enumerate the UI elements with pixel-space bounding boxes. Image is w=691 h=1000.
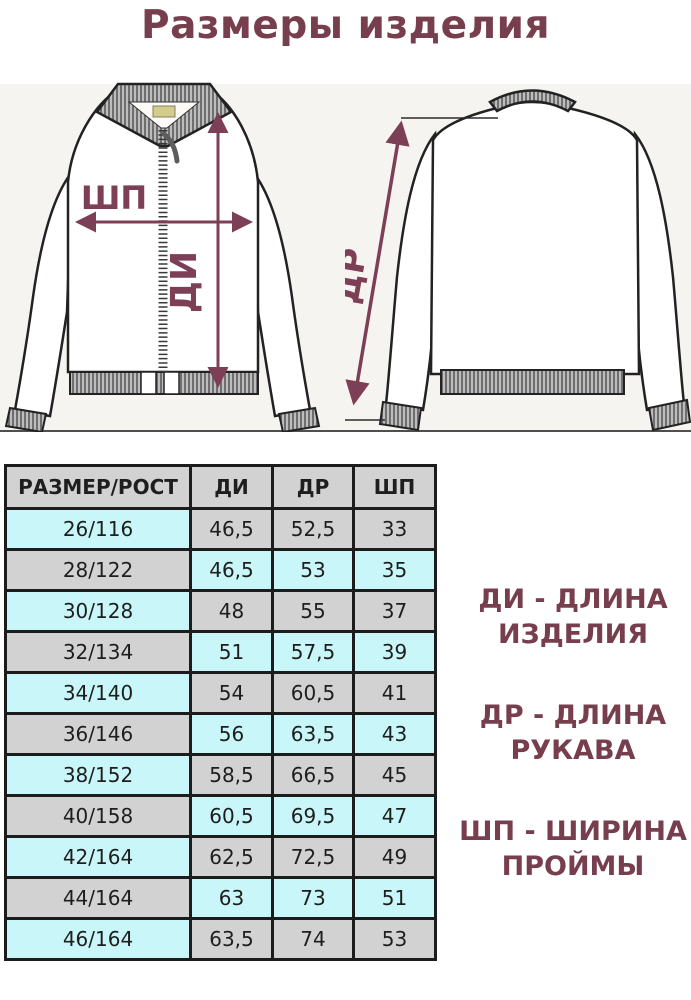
front-left-cuff <box>4 406 48 432</box>
table-row: 30/128 48 55 37 <box>4 589 437 633</box>
size-cell: 42/164 <box>4 835 192 879</box>
shp-value-cell: 41 <box>352 671 437 715</box>
back-body <box>429 100 641 376</box>
size-cell: 46/164 <box>4 917 192 961</box>
front-left-sleeve <box>13 168 74 418</box>
col-header-shp: ШП <box>352 464 437 510</box>
di-value-cell: 46,5 <box>189 507 274 551</box>
shp-label: ШП <box>81 179 147 217</box>
di-value-cell: 63 <box>189 876 274 920</box>
dr-value-cell: 74 <box>271 917 355 961</box>
di-value-cell: 46,5 <box>189 548 274 592</box>
di-value-cell: 63,5 <box>189 917 274 961</box>
di-value-cell: 62,5 <box>189 835 274 879</box>
front-right-cuff <box>277 406 321 432</box>
shp-value-cell: 45 <box>352 753 437 797</box>
table-header-row: РАЗМЕР/РОСТ ДИ ДР ШП <box>4 464 437 510</box>
jacket-back-diagram: ДР <box>345 89 691 432</box>
back-right-sleeve <box>633 130 686 412</box>
dr-value-cell: 72,5 <box>271 835 355 879</box>
dr-value-cell: 53 <box>271 548 355 592</box>
table-row: 42/164 62,5 72,5 49 <box>4 835 437 879</box>
shp-value-cell: 37 <box>352 589 437 633</box>
back-right-cuff <box>647 398 691 432</box>
jacket-front-diagram: ШП ДИ <box>4 82 321 432</box>
legend-item-shp: ШП - ШИРИНА ПРОЙМЫ <box>459 816 687 883</box>
size-cell: 38/152 <box>4 753 192 797</box>
shp-value-cell: 39 <box>352 630 437 674</box>
dr-value-cell: 63,5 <box>271 712 355 756</box>
dr-value-cell: 66,5 <box>271 753 355 797</box>
size-cell: 32/134 <box>4 630 192 674</box>
dr-value-cell: 69,5 <box>271 794 355 838</box>
shp-value-cell: 35 <box>352 548 437 592</box>
size-cell: 40/158 <box>4 794 192 838</box>
legend: ДИ - ДЛИНА ИЗДЕЛИЯ ДР - ДЛИНА РУКАВА ШП … <box>448 582 691 885</box>
legend-item-di: ДИ - ДЛИНА ИЗДЕЛИЯ <box>478 584 668 651</box>
size-cell: 26/116 <box>4 507 192 551</box>
page-title: Размеры изделия <box>140 3 551 48</box>
size-cell: 34/140 <box>4 671 192 715</box>
shp-value-cell: 47 <box>352 794 437 838</box>
col-header-dr: ДР <box>271 464 355 510</box>
size-cell: 44/164 <box>4 876 192 920</box>
di-value-cell: 51 <box>189 630 274 674</box>
hem-right-tab <box>163 371 180 395</box>
table-row: 44/164 63 73 51 <box>4 876 437 920</box>
dr-arrow <box>345 120 410 406</box>
back-collar <box>488 89 577 113</box>
back-hem-band <box>440 369 625 395</box>
shp-value-cell: 53 <box>352 917 437 961</box>
size-cell: 30/128 <box>4 589 192 633</box>
legend-item-dr: ДР - ДЛИНА РУКАВА <box>479 700 667 767</box>
table-row: 26/116 46,5 52,5 33 <box>4 507 437 551</box>
zipper-pull <box>161 131 180 164</box>
di-label: ДИ <box>164 251 205 313</box>
front-right-sleeve <box>251 168 312 418</box>
table-row: 28/122 46,5 53 35 <box>4 548 437 592</box>
di-value-cell: 54 <box>189 671 274 715</box>
brand-tag <box>152 105 176 118</box>
di-value-cell: 60,5 <box>189 794 274 838</box>
dr-value-cell: 57,5 <box>271 630 355 674</box>
dr-value-cell: 60,5 <box>271 671 355 715</box>
hem-left-tab <box>140 371 157 395</box>
shp-value-cell: 49 <box>352 835 437 879</box>
col-header-di: ДИ <box>189 464 274 510</box>
size-table: РАЗМЕР/РОСТ ДИ ДР ШП 26/116 46,5 52,5 33… <box>4 464 437 961</box>
dr-value-cell: 52,5 <box>271 507 355 551</box>
di-value-cell: 58,5 <box>189 753 274 797</box>
dr-value-cell: 55 <box>271 589 355 633</box>
table-row: 34/140 54 60,5 41 <box>4 671 437 715</box>
table-row: 38/152 58,5 66,5 45 <box>4 753 437 797</box>
shp-value-cell: 43 <box>352 712 437 756</box>
di-value-cell: 48 <box>189 589 274 633</box>
dr-value-cell: 73 <box>271 876 355 920</box>
size-cell: 28/122 <box>4 548 192 592</box>
back-left-cuff <box>378 400 423 432</box>
di-value-cell: 56 <box>189 712 274 756</box>
size-cell: 36/146 <box>4 712 192 756</box>
col-header-size: РАЗМЕР/РОСТ <box>4 464 192 510</box>
table-row: 46/164 63,5 74 53 <box>4 917 437 961</box>
table-row: 32/134 51 57,5 39 <box>4 630 437 674</box>
table-row: 36/146 56 63,5 43 <box>4 712 437 756</box>
shp-value-cell: 33 <box>352 507 437 551</box>
table-row: 40/158 60,5 69,5 47 <box>4 794 437 838</box>
shp-value-cell: 51 <box>352 876 437 920</box>
